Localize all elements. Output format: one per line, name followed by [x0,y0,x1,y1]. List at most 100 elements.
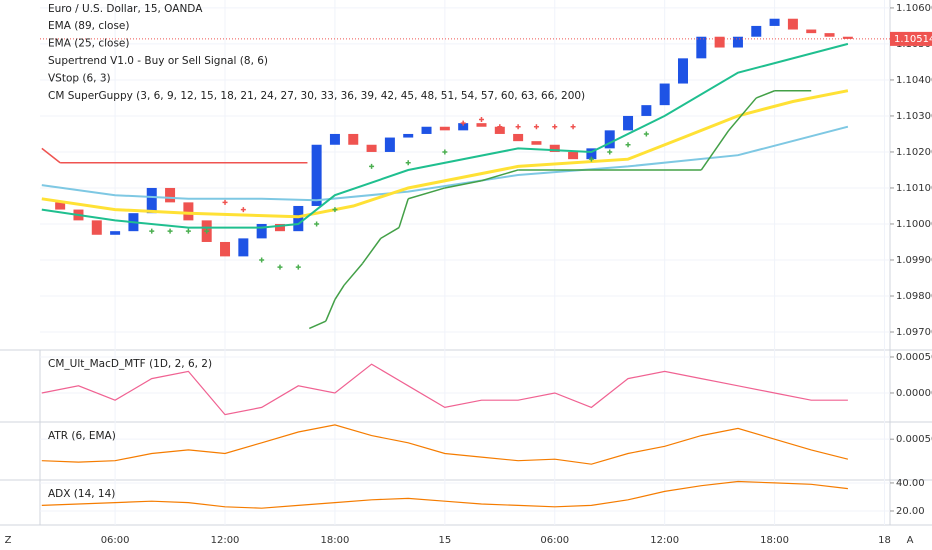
y-tick-label: 0.00050 [896,434,932,445]
supertrend-segment [398,198,409,228]
x-tick-label: 12:00 [650,535,679,546]
supertrend-segment [444,180,482,189]
candle [513,133,524,142]
candle [110,231,121,235]
supertrend-segment [728,97,757,131]
candle [787,18,798,30]
candle [274,223,285,232]
indicator-line [41,480,848,509]
vstop-cross [460,120,466,126]
candle [659,83,670,106]
vstop-cross [314,221,320,227]
vstop-cross [222,199,228,205]
panel-title: ATR (6, EMA) [48,430,116,442]
vstop-cross [478,117,484,123]
candle [238,238,249,257]
panel-title: ADX (14, 14) [48,488,115,500]
supertrend-segment [334,284,345,300]
supertrend-segment [380,226,400,240]
candle [165,187,176,203]
supertrend-segment [700,129,730,171]
x-tick-label: 06:00 [540,535,569,546]
last-price-label: 1.10514 [894,34,932,45]
vstop-cross [204,228,210,234]
candle [91,220,102,235]
vstop-cross [570,124,576,130]
supertrend-segment [343,263,363,286]
x-tick-label: 18:00 [760,535,789,546]
y-tick-label: 1.10100 [896,183,932,194]
candle [458,123,469,131]
supertrend-segment [325,299,336,322]
vstop-cross [625,142,631,148]
x-tick-label: 18:00 [321,535,350,546]
candle [586,148,597,160]
candle [769,18,780,26]
candle [146,187,157,214]
candle [476,123,487,127]
y-tick-label: 0.00050 [896,352,932,363]
candle [421,126,432,134]
legend-entry: VStop (6, 3) [48,73,111,85]
candle [714,36,725,48]
y-tick-label: 1.10200 [896,147,932,158]
candle [439,126,450,131]
x-tick-label: 15 [438,535,451,546]
vstop-cross [588,156,594,162]
y-tick-label: 20.00 [896,506,925,517]
candle [384,137,395,152]
vstop-cross [497,124,503,130]
candle [641,105,652,116]
vstop-cross [295,264,301,270]
x-tick-label: 06:00 [101,535,130,546]
legend-entry: EMA (89, close) [48,20,130,32]
y-tick-label: 1.09800 [896,291,932,302]
x-tick-label: 12:00 [211,535,240,546]
candle [220,241,231,257]
candle [329,133,340,145]
vstop-cross [369,163,375,169]
supertrend-segment [481,169,519,182]
candle [677,58,688,84]
indicator-line [41,89,849,219]
legend-entry: Supertrend V1.0 - Buy or Sell Signal (8,… [48,55,268,67]
y-tick-label: 1.09900 [896,255,932,266]
candle [751,25,762,37]
vstop-cross [259,257,265,263]
candle [366,144,377,152]
x-tick-label: 18 [878,535,891,546]
vstop-cross [405,160,411,166]
supertrend-segment [41,147,61,164]
candle [183,202,194,221]
vstop-cross [332,207,338,213]
indicator-line [41,125,849,202]
candle [568,151,579,160]
supertrend-segment [407,187,446,200]
candle [311,144,322,206]
y-tick-label: 1.10600 [896,3,932,14]
candle [549,144,560,152]
candle [623,115,634,131]
supertrend-segment [361,237,382,265]
candle [348,133,359,145]
vstop-cross [277,264,283,270]
candle [403,133,414,138]
vstop-cross [185,228,191,234]
candle [824,33,835,37]
vstop-cross [442,149,448,155]
y-tick-label: 1.09700 [896,327,932,338]
candle [604,130,615,149]
legend-entry: EMA (25, close) [48,38,130,50]
supertrend-segment [755,90,775,99]
candle [806,29,817,34]
y-tick-label: 1.10000 [896,219,932,230]
indicator-line [41,363,848,416]
vstop-cross [240,207,246,213]
supertrend-segment [308,320,327,330]
legend-entry: CM SuperGuppy (3, 6, 9, 12, 15, 18, 21, … [48,90,585,102]
vstop-cross [607,149,613,155]
auto-scale-button[interactable]: A [907,535,914,546]
timezone-button[interactable]: Z [5,535,12,546]
